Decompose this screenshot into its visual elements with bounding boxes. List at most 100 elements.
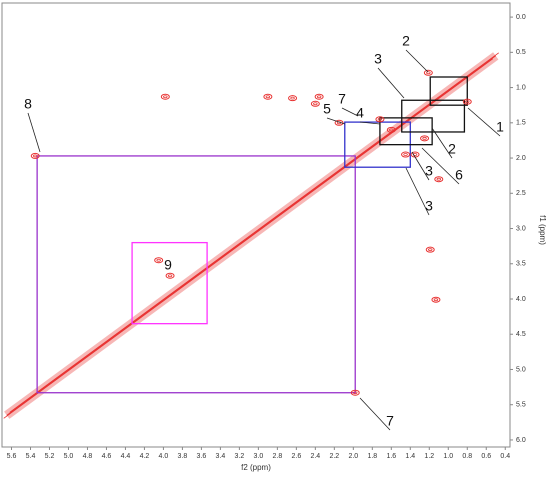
x-tick-label: 3.4 — [216, 453, 226, 460]
peak-core — [433, 298, 439, 302]
annotation-arrow — [411, 151, 430, 181]
y-tick-label: 2.5 — [516, 190, 526, 197]
annotation-label: 7 — [386, 413, 394, 429]
region-box — [379, 117, 433, 146]
x-tick-label: 2.0 — [348, 453, 358, 460]
y-axis-title: f1 (ppm) — [538, 215, 547, 245]
y-tick-label: 5.5 — [516, 402, 526, 409]
annotation-arrow — [421, 147, 460, 185]
x-tick-label: 4.6 — [102, 453, 112, 460]
y-tick-label: 3.5 — [516, 261, 526, 268]
x-tick-label: 0.4 — [500, 453, 510, 460]
peak — [423, 69, 433, 76]
x-tick-label: 0.6 — [481, 453, 491, 460]
peak — [334, 119, 344, 126]
peak — [314, 93, 324, 100]
y-tick-label: 1.5 — [516, 120, 526, 127]
peak-core — [265, 95, 271, 99]
annotation-arrow — [405, 49, 429, 73]
diagonal-contour — [9, 52, 499, 413]
x-tick-label: 3.6 — [197, 453, 207, 460]
annotation-label: 2 — [448, 141, 456, 157]
peak — [154, 257, 164, 264]
x-tick-label: 5.2 — [45, 453, 55, 460]
x-tick-label: 3.2 — [235, 453, 245, 460]
peak-core — [167, 274, 173, 278]
peak-core — [290, 96, 295, 100]
peak-core — [353, 391, 358, 395]
x-tick-label: 1.0 — [443, 453, 453, 460]
annotation-arrow — [341, 107, 359, 117]
diagonal-contour — [3, 58, 493, 419]
y-tick-label: 0.0 — [516, 14, 526, 21]
peak — [263, 93, 273, 100]
x-tick-label: 4.0 — [159, 453, 169, 460]
peak-core — [313, 102, 318, 106]
peak — [462, 98, 472, 105]
peak — [386, 126, 396, 133]
peak — [420, 135, 430, 142]
x-tick-label: 2.2 — [329, 453, 339, 460]
annotation-arrow — [431, 127, 453, 159]
peak — [401, 151, 411, 158]
x-tick-label: 1.6 — [386, 453, 396, 460]
annotation-arrow — [27, 112, 41, 153]
x-tick-label: 2.4 — [310, 453, 320, 460]
peak — [165, 272, 175, 279]
y-tick-label: 5.0 — [516, 366, 526, 373]
x-tick-label: 2.8 — [272, 453, 282, 460]
plot-frame — [1, 2, 511, 448]
region-box — [36, 155, 356, 394]
annotation-arrow — [405, 167, 430, 216]
annotation-label: 3 — [425, 163, 433, 179]
annotation-arrow — [359, 397, 391, 431]
annotation-arrow — [326, 117, 346, 125]
peak-core — [465, 100, 470, 104]
peak-core — [156, 258, 161, 262]
region-box — [429, 76, 468, 106]
peak — [425, 246, 435, 253]
x-tick-label: 5.4 — [26, 453, 36, 460]
peak-core — [436, 177, 441, 181]
y-tick-label: 4.0 — [516, 296, 526, 303]
annotation-label: 1 — [496, 119, 504, 135]
x-tick-label: 2.6 — [291, 453, 301, 460]
annotation-label: 8 — [24, 96, 32, 112]
peak-core — [389, 128, 394, 132]
peak — [350, 389, 360, 396]
x-tick-label: 5.6 — [7, 453, 17, 460]
peak-core — [426, 71, 431, 75]
annotation-label: 5 — [323, 101, 331, 117]
peak — [160, 93, 170, 100]
peak — [431, 296, 441, 303]
annotation-arrow — [377, 67, 405, 99]
region-box — [401, 99, 466, 133]
peak — [288, 95, 298, 102]
x-tick-label: 4.2 — [140, 453, 150, 460]
x-tick-label: 1.8 — [367, 453, 377, 460]
peak — [30, 152, 40, 159]
y-tick-label: 0.5 — [516, 49, 526, 56]
annotation-label: 9 — [164, 257, 172, 273]
x-tick-label: 3.8 — [178, 453, 188, 460]
peak — [310, 100, 320, 107]
annotation-arrow — [467, 107, 501, 137]
peak — [375, 116, 385, 123]
region-box — [131, 241, 208, 325]
peak-core — [428, 248, 433, 252]
y-tick-label: 4.5 — [516, 331, 526, 338]
x-tick-label: 4.8 — [83, 453, 93, 460]
annotation-label: 4 — [356, 105, 364, 121]
x-tick-label: 0.8 — [462, 453, 472, 460]
x-tick-label: 3.0 — [254, 453, 264, 460]
peak-core — [403, 153, 408, 156]
y-tick-label: 1.0 — [516, 84, 526, 91]
annotation-label: 7 — [338, 91, 346, 107]
peak-core — [33, 154, 38, 158]
x-tick-label: 5.0 — [64, 453, 74, 460]
y-tick-label: 6.0 — [516, 437, 526, 444]
annotation-label: 2 — [402, 33, 410, 49]
y-tick-label: 3.0 — [516, 225, 526, 232]
peak-core — [377, 117, 383, 121]
peak-core — [422, 136, 427, 140]
